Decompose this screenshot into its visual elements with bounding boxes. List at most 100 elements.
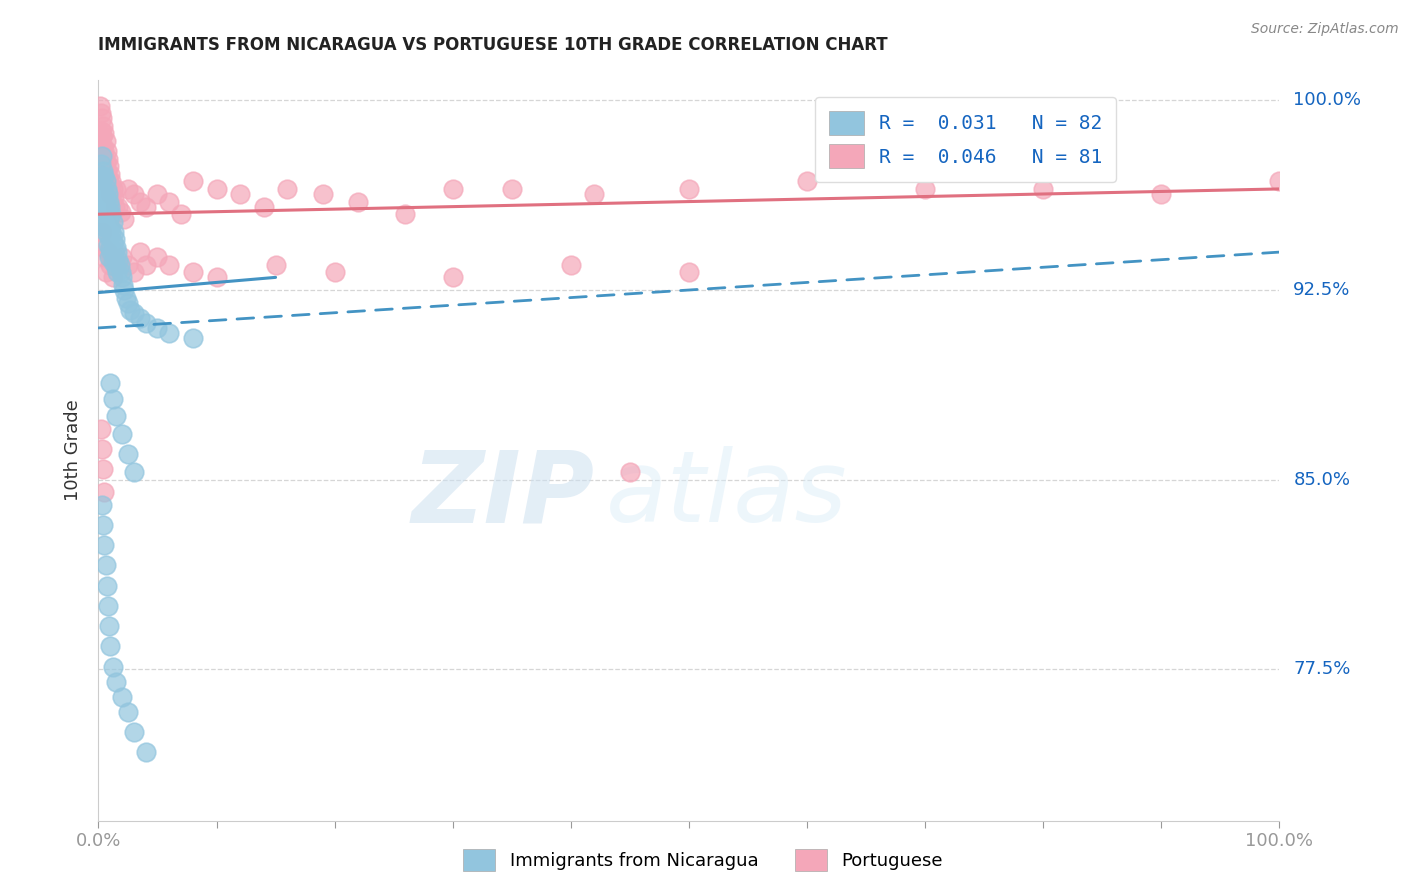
Point xyxy=(98,186,121,201)
Point xyxy=(276,182,298,196)
Point xyxy=(91,200,114,214)
Point xyxy=(101,215,124,229)
Point xyxy=(101,235,124,249)
Point xyxy=(229,186,252,201)
Point xyxy=(120,303,142,318)
Point xyxy=(112,212,135,227)
Point xyxy=(111,690,134,704)
Point xyxy=(96,219,118,234)
Point xyxy=(94,189,117,203)
Point xyxy=(98,258,121,272)
Point xyxy=(104,252,127,267)
Point xyxy=(90,156,112,170)
Point xyxy=(105,260,128,275)
Point xyxy=(98,250,121,264)
Point xyxy=(103,189,125,203)
Text: atlas: atlas xyxy=(606,446,848,543)
Point xyxy=(90,422,112,436)
Point xyxy=(91,139,114,153)
Point xyxy=(264,258,287,272)
Point xyxy=(90,106,112,120)
Point xyxy=(98,212,121,227)
Point xyxy=(122,265,145,279)
Point xyxy=(312,186,335,201)
Point xyxy=(100,207,122,221)
Point xyxy=(441,270,464,285)
Point xyxy=(94,134,117,148)
Point xyxy=(122,465,145,479)
Point xyxy=(91,518,114,533)
Point xyxy=(105,674,128,689)
Point xyxy=(107,252,129,267)
Point xyxy=(678,182,700,196)
Point xyxy=(1268,174,1291,188)
Point xyxy=(91,111,114,125)
Point xyxy=(560,258,582,272)
Point xyxy=(93,186,115,201)
Y-axis label: 10th Grade: 10th Grade xyxy=(65,400,83,501)
Point xyxy=(91,169,114,184)
Point xyxy=(91,200,114,214)
Point xyxy=(394,207,416,221)
Point xyxy=(135,746,157,760)
Point xyxy=(105,182,128,196)
Text: ZIP: ZIP xyxy=(412,446,595,543)
Point xyxy=(94,265,117,279)
Point xyxy=(98,219,121,234)
Point xyxy=(111,427,134,442)
Point xyxy=(111,270,134,285)
Point xyxy=(91,182,114,196)
Point xyxy=(97,186,120,201)
Point xyxy=(117,182,139,196)
Point xyxy=(128,245,150,260)
Point xyxy=(117,258,139,272)
Point xyxy=(101,392,124,406)
Point xyxy=(90,124,112,138)
Point xyxy=(96,164,118,178)
Point xyxy=(914,182,936,196)
Point xyxy=(112,277,135,292)
Point xyxy=(181,265,204,279)
Point xyxy=(104,200,127,214)
Point xyxy=(112,283,135,297)
Point xyxy=(93,250,115,264)
Point xyxy=(619,465,641,479)
Point xyxy=(98,376,121,391)
Point xyxy=(501,182,523,196)
Point xyxy=(94,225,117,239)
Point xyxy=(96,144,118,158)
Point xyxy=(100,245,122,260)
Point xyxy=(110,204,132,219)
Point xyxy=(93,485,115,500)
Point xyxy=(90,207,112,221)
Text: 92.5%: 92.5% xyxy=(1294,281,1351,299)
Point xyxy=(93,126,115,140)
Legend: Immigrants from Nicaragua, Portuguese: Immigrants from Nicaragua, Portuguese xyxy=(456,842,950,879)
Point xyxy=(96,182,118,196)
Point xyxy=(97,219,120,234)
Point xyxy=(181,174,204,188)
Point xyxy=(91,225,114,239)
Point xyxy=(94,558,117,573)
Text: 77.5%: 77.5% xyxy=(1294,660,1351,678)
Point xyxy=(108,258,131,272)
Point xyxy=(796,174,818,188)
Point xyxy=(146,321,169,335)
Point xyxy=(122,186,145,201)
Point xyxy=(128,194,150,209)
Point xyxy=(98,230,121,244)
Point xyxy=(101,255,124,269)
Point xyxy=(205,182,228,196)
Point xyxy=(93,169,115,184)
Point xyxy=(117,447,139,461)
Point xyxy=(98,167,121,181)
Text: 85.0%: 85.0% xyxy=(1294,470,1350,489)
Point xyxy=(128,310,150,325)
Point xyxy=(94,154,117,169)
Point xyxy=(91,149,114,163)
Text: 100.0%: 100.0% xyxy=(1294,92,1361,110)
Point xyxy=(105,245,128,260)
Point xyxy=(89,194,111,209)
Point xyxy=(104,232,127,246)
Legend: R =  0.031   N = 82, R =  0.046   N = 81: R = 0.031 N = 82, R = 0.046 N = 81 xyxy=(815,97,1116,182)
